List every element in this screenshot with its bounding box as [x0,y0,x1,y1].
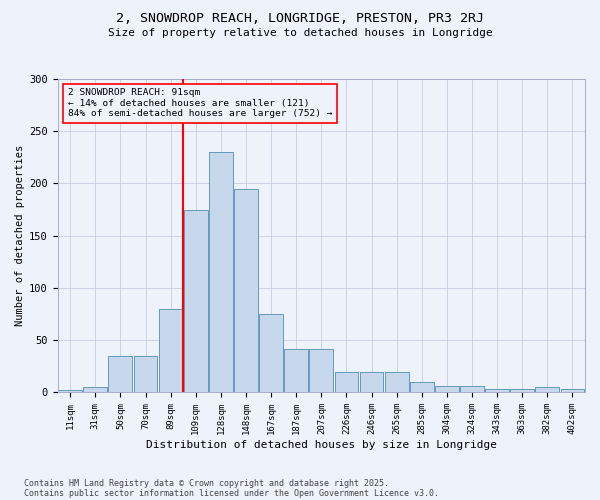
Bar [109,356,133,393]
Bar [335,372,358,392]
Bar [209,152,233,392]
Text: Size of property relative to detached houses in Longridge: Size of property relative to detached ho… [107,28,493,38]
X-axis label: Distribution of detached houses by size in Longridge: Distribution of detached houses by size … [146,440,497,450]
Text: 2, SNOWDROP REACH, LONGRIDGE, PRESTON, PR3 2RJ: 2, SNOWDROP REACH, LONGRIDGE, PRESTON, P… [116,12,484,26]
Bar [134,356,157,393]
Bar [485,390,509,392]
Bar [310,348,333,393]
Bar [560,390,584,392]
Bar [535,387,559,392]
Bar [184,210,208,392]
Text: Contains public sector information licensed under the Open Government Licence v3: Contains public sector information licen… [24,488,439,498]
Y-axis label: Number of detached properties: Number of detached properties [15,145,25,326]
Bar [259,314,283,392]
Bar [385,372,409,392]
Bar [460,386,484,392]
Bar [234,188,258,392]
Text: 2 SNOWDROP REACH: 91sqm
← 14% of detached houses are smaller (121)
84% of semi-d: 2 SNOWDROP REACH: 91sqm ← 14% of detache… [68,88,332,118]
Bar [58,390,82,392]
Bar [159,309,182,392]
Bar [410,382,434,392]
Bar [510,390,534,392]
Text: Contains HM Land Registry data © Crown copyright and database right 2025.: Contains HM Land Registry data © Crown c… [24,478,389,488]
Bar [284,348,308,393]
Bar [435,386,459,392]
Bar [359,372,383,392]
Bar [83,387,107,392]
